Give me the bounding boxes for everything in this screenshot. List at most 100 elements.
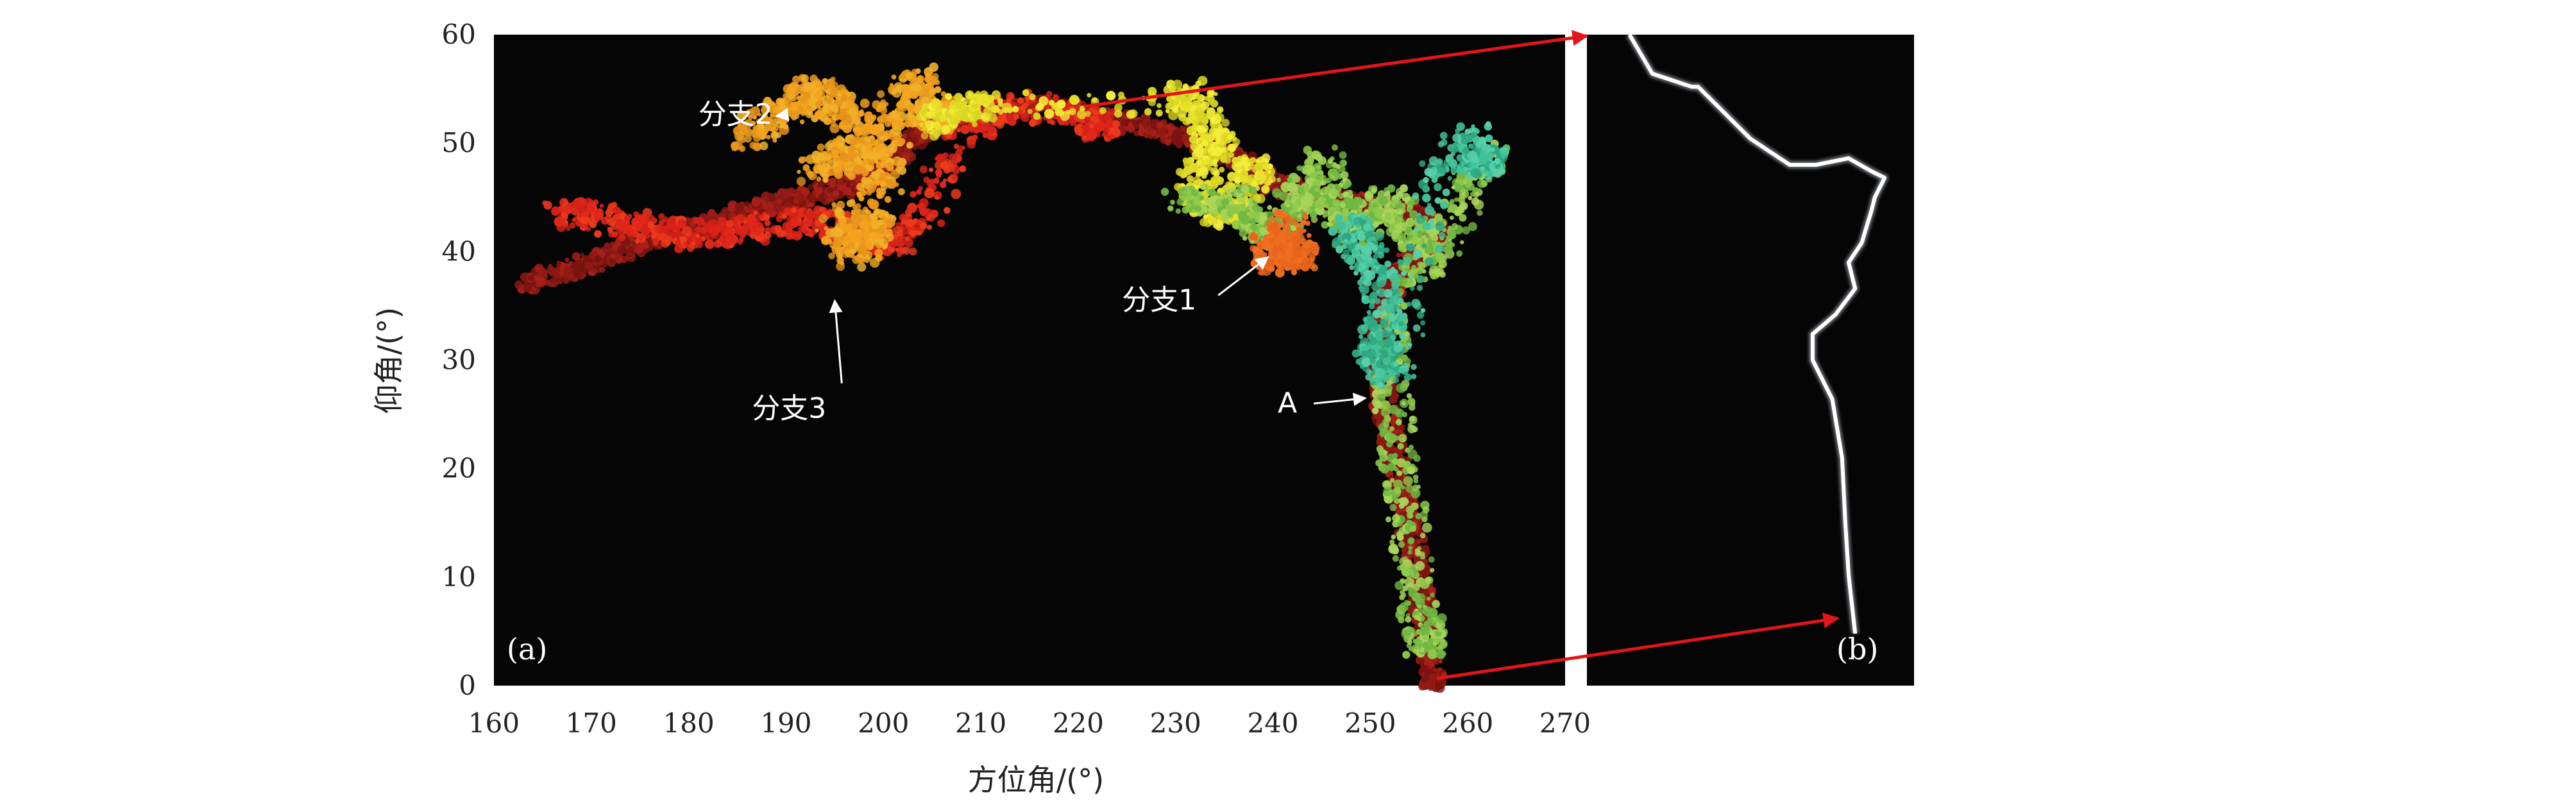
data-point [891, 74, 897, 80]
data-point [958, 105, 963, 110]
data-point [935, 195, 939, 200]
data-point [919, 122, 924, 127]
data-point [543, 201, 552, 210]
data-point [829, 149, 839, 159]
data-point [919, 198, 929, 208]
data-point [849, 138, 857, 146]
data-point [802, 156, 808, 162]
data-point [976, 90, 981, 96]
data-point [877, 131, 883, 136]
data-point [528, 283, 533, 289]
data-point [957, 145, 964, 153]
data-point [875, 254, 883, 262]
data-point [1021, 112, 1030, 123]
data-point [829, 123, 840, 133]
data-point [927, 82, 933, 88]
data-point [708, 208, 716, 217]
data-point [1157, 122, 1164, 129]
data-point [751, 196, 761, 206]
data-point [831, 202, 836, 207]
data-point [594, 255, 602, 263]
data-point [843, 121, 849, 126]
data-point [691, 217, 699, 224]
data-point [738, 240, 743, 245]
data-point [897, 253, 902, 258]
data-point [806, 210, 817, 221]
data-point [863, 232, 871, 241]
data-point [667, 217, 677, 226]
data-point [1144, 108, 1152, 115]
data-point [879, 135, 885, 140]
data-point [865, 184, 870, 190]
data-point [740, 137, 746, 144]
data-point [764, 219, 771, 226]
data-point [779, 193, 784, 198]
data-point [753, 226, 763, 236]
data-point [1421, 677, 1427, 683]
data-point [774, 225, 782, 233]
data-point [912, 92, 917, 97]
data-point [586, 226, 591, 232]
data-point [886, 218, 895, 228]
data-point [566, 226, 571, 231]
data-point [884, 196, 892, 203]
data-point [866, 124, 876, 134]
data-point [607, 218, 615, 226]
data-point [1092, 110, 1099, 116]
data-point [910, 190, 917, 198]
data-point [578, 259, 584, 266]
data-point [572, 252, 580, 261]
data-point [976, 95, 982, 101]
data-point [1074, 126, 1084, 136]
data-point [652, 240, 659, 246]
data-point [886, 122, 892, 126]
data-point [906, 219, 915, 228]
data-point [1029, 93, 1036, 101]
data-point [568, 260, 573, 266]
data-point [897, 108, 904, 115]
data-point [847, 150, 858, 160]
data-point [885, 102, 889, 106]
data-point [918, 185, 923, 191]
data-point [666, 241, 671, 246]
data-point [910, 83, 918, 92]
data-point [1089, 124, 1094, 129]
data-point [710, 230, 720, 239]
data-point [832, 190, 840, 198]
data-point [1126, 110, 1135, 119]
data-point [800, 219, 809, 228]
data-point [949, 109, 955, 115]
data-point [835, 208, 845, 219]
data-point [886, 135, 891, 139]
data-point [1428, 673, 1437, 682]
data-point [1428, 661, 1435, 668]
data-point [972, 100, 977, 105]
data-point [817, 164, 823, 170]
data-point [634, 239, 640, 244]
data-point [791, 207, 797, 214]
data-point [687, 244, 694, 252]
data-point [1017, 97, 1024, 104]
data-point [850, 198, 855, 204]
data-point [565, 268, 573, 276]
data-point [944, 207, 951, 214]
data-point [948, 153, 956, 160]
data-point [611, 231, 618, 238]
data-point [938, 106, 944, 111]
data-point [819, 113, 828, 123]
data-point [1022, 89, 1030, 97]
data-point [878, 214, 884, 219]
data-point [1044, 108, 1055, 119]
data-point [808, 183, 814, 190]
data-point [897, 188, 905, 196]
data-point [919, 165, 928, 174]
data-point [873, 232, 881, 240]
data-point [647, 221, 654, 228]
data-point [763, 214, 770, 221]
data-point [897, 137, 906, 146]
data-point [940, 181, 947, 189]
data-point [1150, 129, 1157, 136]
data-point [1173, 128, 1183, 138]
data-point [972, 112, 979, 119]
